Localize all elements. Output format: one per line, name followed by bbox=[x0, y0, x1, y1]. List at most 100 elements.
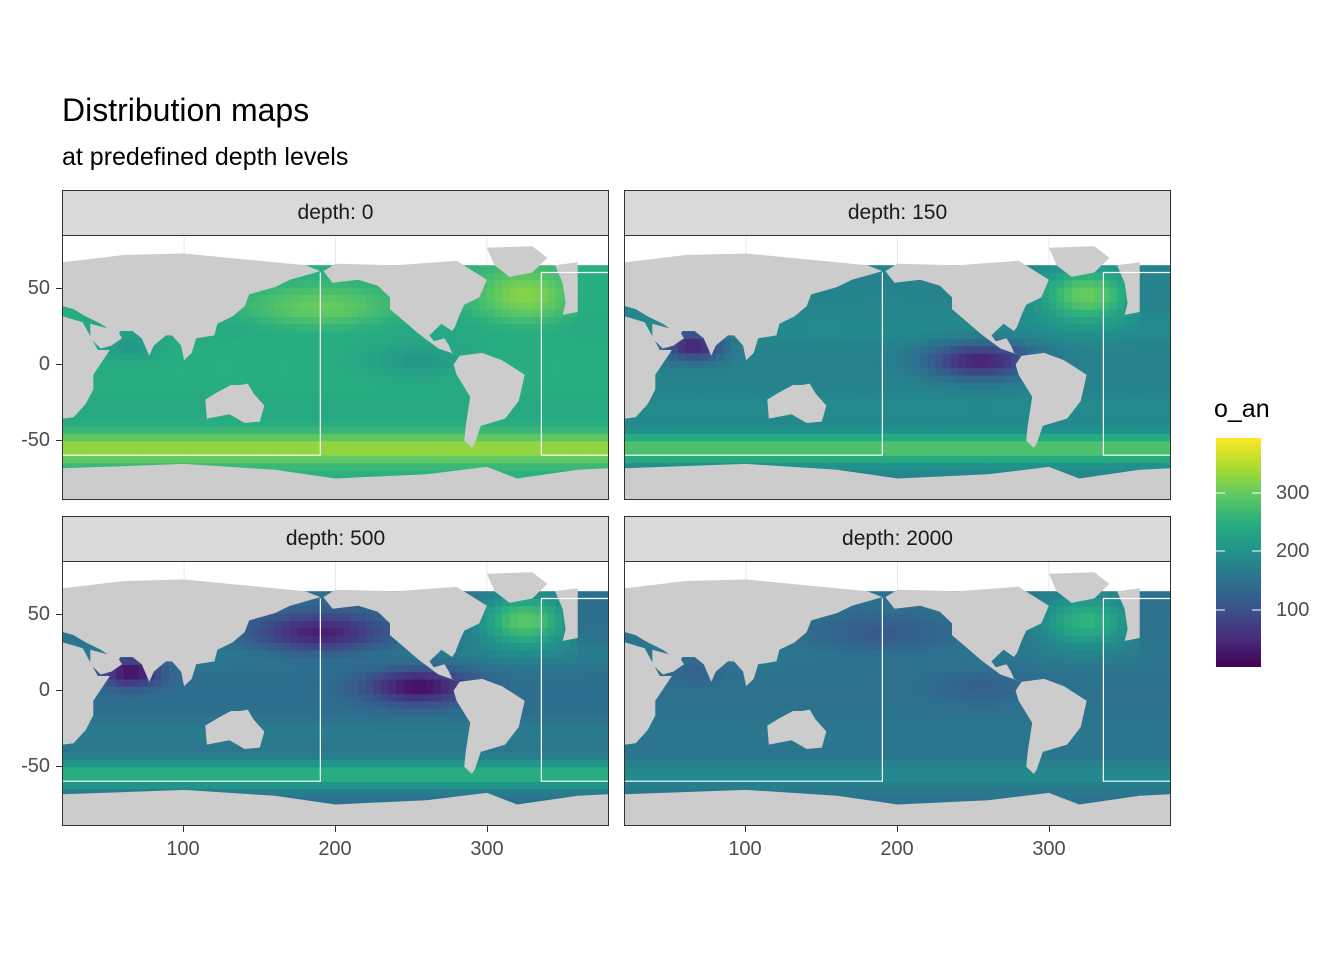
raster-cell bbox=[1086, 345, 1095, 354]
raster-cell bbox=[403, 411, 412, 420]
raster-cell bbox=[1117, 367, 1126, 376]
raster-cell bbox=[509, 301, 518, 310]
raster-cell bbox=[723, 411, 732, 420]
raster-cell bbox=[222, 759, 231, 768]
raster-cell bbox=[731, 374, 740, 383]
raster-cell bbox=[153, 396, 162, 405]
raster-cell bbox=[471, 301, 480, 310]
raster-cell bbox=[100, 411, 109, 420]
raster-cell bbox=[577, 404, 586, 412]
raster-cell bbox=[380, 418, 390, 427]
raster-cell bbox=[874, 411, 883, 420]
raster-cell bbox=[882, 411, 891, 420]
raster-cell bbox=[791, 367, 800, 376]
raster-cell bbox=[116, 447, 125, 456]
raster-cell bbox=[821, 360, 830, 369]
raster-cell bbox=[995, 382, 1005, 390]
raster-cell bbox=[70, 766, 79, 775]
raster-cell bbox=[290, 323, 299, 332]
raster-cell bbox=[539, 272, 549, 281]
raster-cell bbox=[746, 418, 755, 427]
raster-cell bbox=[509, 462, 518, 471]
raster-cell bbox=[1041, 294, 1050, 303]
raster-cell bbox=[1117, 316, 1126, 325]
raster-cell bbox=[486, 265, 496, 274]
raster-cell bbox=[753, 396, 762, 405]
raster-cell bbox=[358, 345, 367, 354]
raster-cell bbox=[259, 323, 268, 332]
raster-cell bbox=[502, 301, 511, 310]
raster-cell bbox=[874, 331, 883, 339]
raster-cell bbox=[708, 367, 717, 376]
raster-cell bbox=[63, 447, 72, 456]
raster-cell bbox=[388, 374, 397, 383]
raster-cell bbox=[882, 396, 891, 405]
raster-cell bbox=[373, 338, 382, 347]
raster-cell bbox=[244, 766, 253, 775]
raster-cell bbox=[738, 382, 747, 390]
raster-cell bbox=[806, 440, 815, 449]
raster-cell bbox=[388, 766, 397, 775]
raster-cell bbox=[305, 411, 314, 420]
raster-cell bbox=[146, 352, 155, 361]
raster-cell bbox=[1094, 469, 1103, 478]
raster-cell bbox=[502, 440, 511, 449]
raster-cell bbox=[380, 316, 390, 325]
raster-cell bbox=[867, 272, 876, 281]
raster-cell bbox=[723, 360, 732, 369]
raster-cell bbox=[874, 287, 883, 295]
raster-cell bbox=[1117, 287, 1126, 295]
raster-cell bbox=[874, 433, 883, 442]
raster-cell bbox=[746, 411, 755, 420]
raster-cell bbox=[958, 469, 967, 478]
raster-cell bbox=[1079, 331, 1088, 339]
raster-cell bbox=[184, 382, 193, 390]
raster-cell bbox=[700, 367, 709, 376]
raster-cell bbox=[806, 374, 815, 383]
raster-cell bbox=[791, 323, 800, 332]
raster-cell bbox=[555, 404, 564, 412]
raster-cell bbox=[290, 447, 299, 456]
raster-cell bbox=[146, 751, 155, 760]
raster-cell bbox=[1026, 301, 1035, 310]
raster-cell bbox=[693, 455, 702, 464]
raster-cell bbox=[464, 447, 473, 456]
raster-cell bbox=[1117, 374, 1126, 383]
raster-cell bbox=[958, 425, 967, 434]
raster-cell bbox=[897, 411, 906, 420]
raster-cell bbox=[237, 331, 246, 339]
raster-cell bbox=[662, 382, 671, 390]
raster-cell bbox=[784, 374, 793, 383]
raster-cell bbox=[426, 360, 435, 369]
raster-cell bbox=[327, 455, 337, 464]
raster-cell bbox=[524, 345, 533, 354]
raster-cell bbox=[1139, 279, 1148, 288]
raster-cell bbox=[715, 404, 724, 412]
raster-cell bbox=[403, 469, 412, 478]
raster-cell bbox=[335, 447, 344, 456]
raster-cell bbox=[1071, 309, 1080, 317]
raster-cell bbox=[882, 404, 891, 412]
raster-cell bbox=[859, 272, 868, 281]
raster-cell bbox=[547, 294, 556, 303]
raster-cell bbox=[592, 309, 602, 317]
raster-cell bbox=[509, 352, 518, 361]
raster-cell bbox=[897, 323, 906, 332]
raster-cell bbox=[403, 751, 412, 760]
raster-cell bbox=[539, 781, 549, 790]
raster-cell bbox=[1101, 389, 1111, 398]
raster-cell bbox=[214, 773, 223, 782]
raster-cell bbox=[479, 759, 488, 768]
raster-cell bbox=[365, 751, 374, 760]
raster-cell bbox=[426, 759, 435, 768]
raster-cell bbox=[327, 759, 337, 768]
raster-cell bbox=[577, 360, 586, 369]
raster-cell bbox=[108, 404, 117, 412]
raster-cell bbox=[146, 418, 155, 427]
raster-cell bbox=[237, 773, 246, 782]
raster-cell bbox=[131, 773, 140, 782]
raster-cell bbox=[731, 411, 740, 420]
raster-cell bbox=[912, 360, 921, 369]
raster-cell bbox=[350, 279, 359, 288]
raster-cell bbox=[927, 455, 936, 464]
